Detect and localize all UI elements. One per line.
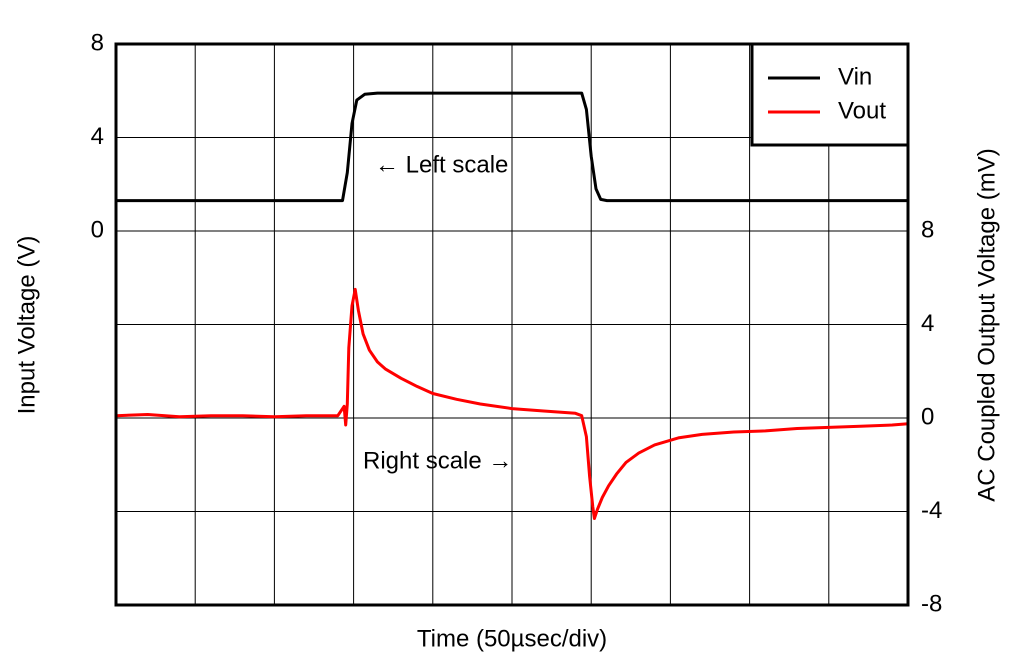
annotation: Right scale →	[363, 447, 512, 474]
legend-label: Vin	[838, 63, 872, 90]
legend-label: Vout	[838, 97, 886, 124]
y2-tick-label: 0	[921, 403, 934, 430]
y2-tick-label: -4	[921, 497, 942, 524]
y2-tick-label: -8	[921, 590, 942, 617]
x-axis-label: Time (50µsec/div)	[417, 625, 607, 652]
y-tick-label: 8	[91, 29, 104, 56]
annotation: ← Left scale	[375, 151, 508, 178]
y-tick-label: 4	[91, 123, 104, 150]
series-line	[116, 91, 908, 203]
plot-frame	[114, 42, 910, 607]
legend-box	[750, 42, 910, 147]
y2-tick-label: 4	[921, 310, 934, 337]
y2-axis-label: AC Coupled Output Voltage (mV)	[973, 148, 1000, 502]
y-axis-label: Input Voltage (V)	[13, 236, 40, 415]
y-tick-label: 0	[91, 216, 104, 243]
y2-tick-label: 8	[921, 216, 934, 243]
series-line	[115, 287, 909, 520]
